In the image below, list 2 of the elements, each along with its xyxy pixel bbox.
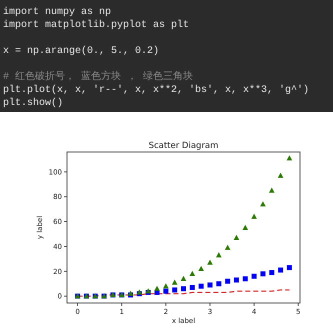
chart-title: Scatter Diagram	[148, 141, 218, 151]
annotations: import numpy as np import matplotlib.pyplot as plt x = np.arange(0., 5., 0.2) # 红色破折号， 蓝色方块 ， 绿色三角块 plt.plot(x, x, 'r--', x, x**2, 'bs', x, x**3, 'g^') plt.show()	[0, 0, 333, 112]
